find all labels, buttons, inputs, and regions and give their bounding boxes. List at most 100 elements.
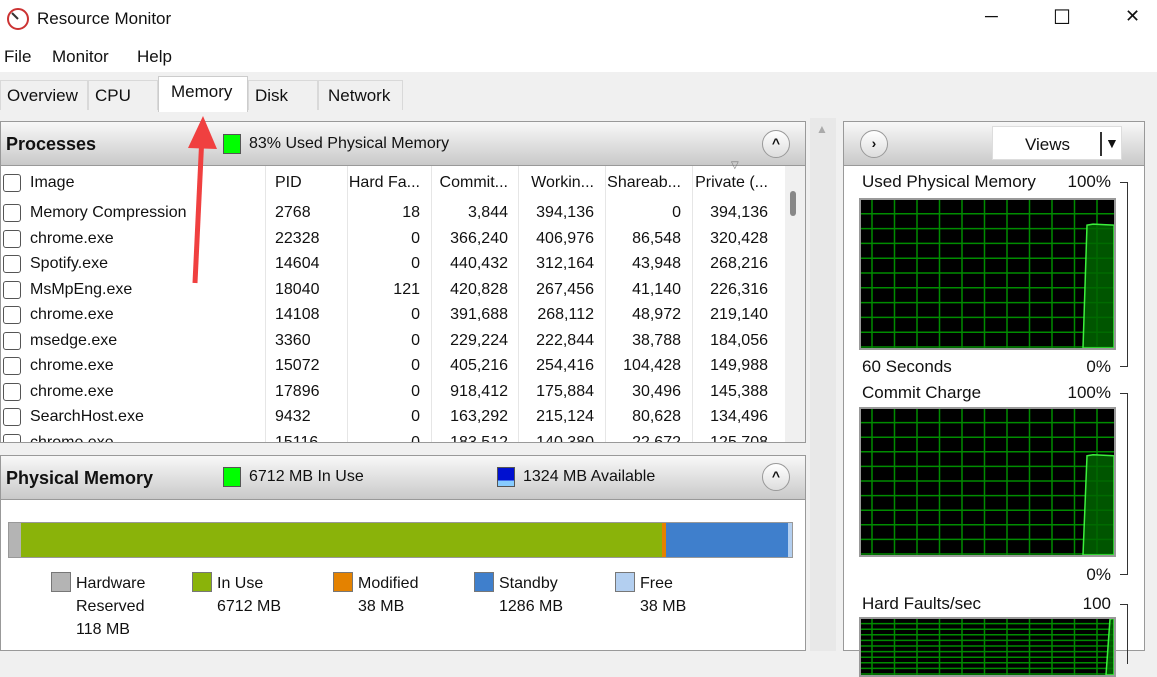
cell: Memory Compression <box>30 204 187 221</box>
tab-disk[interactable]: Disk <box>248 80 318 110</box>
table-row[interactable]: msedge.exe 3360 0 229,224 222,844 38,788 184,0… <box>0 328 785 353</box>
cell: 43,948 <box>632 255 681 272</box>
window-title: Resource Monitor <box>37 9 172 28</box>
collapse-processes-button[interactable]: ^ <box>762 130 790 158</box>
cell: 175,884 <box>536 382 594 400</box>
menu-help[interactable]: Help <box>137 47 172 66</box>
views-dropdown[interactable]: Views ▼ <box>992 126 1122 160</box>
cell: 391,688 <box>450 306 508 323</box>
row-checkbox[interactable] <box>3 255 21 273</box>
cell: 184,056 <box>710 331 768 349</box>
cell: 312,164 <box>536 255 594 272</box>
cell: 394,136 <box>710 204 768 221</box>
graph-canvas <box>861 409 1114 555</box>
cell: 0 <box>411 382 420 400</box>
row-checkbox[interactable] <box>3 357 21 375</box>
cell: 440,432 <box>450 255 508 272</box>
table-row[interactable]: Memory Compression 2768 18 3,844 394,136 0 394… <box>0 200 785 225</box>
minimize-button[interactable]: ─ <box>985 6 998 26</box>
table-row[interactable]: MsMpEng.exe 18040 121 420,828 267,456 41,140 2… <box>0 277 785 302</box>
cell: 406,976 <box>536 229 594 247</box>
row-checkbox[interactable] <box>3 204 21 222</box>
cell: 219,140 <box>710 306 768 323</box>
legend-label: Standby <box>499 575 558 592</box>
cell: 22,672 <box>632 433 681 443</box>
collapse-graphs-button[interactable]: › <box>860 130 888 158</box>
cell: SearchHost.exe <box>30 408 144 425</box>
tab-cpu[interactable]: CPU <box>88 80 158 110</box>
cell: 229,224 <box>450 331 508 349</box>
table-row[interactable]: chrome.exe 15116 0 183,512 140,380 22,672 125,… <box>0 430 785 443</box>
cell: 140,380 <box>536 433 594 443</box>
cell: 145,388 <box>710 382 768 400</box>
table-row[interactable]: chrome.exe 14108 0 391,688 268,112 48,972 219,… <box>0 302 785 327</box>
close-button[interactable]: ✕ <box>1125 6 1141 26</box>
cell: 15072 <box>275 357 320 374</box>
cell: 268,112 <box>537 306 594 323</box>
annotation-arrow-icon <box>188 116 217 284</box>
cell: 420,828 <box>450 280 508 298</box>
graph-min-label: 0% <box>1086 357 1111 376</box>
table-row[interactable]: chrome.exe 17896 0 918,412 175,884 30,496 145,… <box>0 379 785 404</box>
cell: 222,844 <box>536 331 594 349</box>
graph-max-label: 100% <box>1067 172 1111 191</box>
column-separator <box>605 166 606 442</box>
legend-item: In Use 6712 MB <box>192 572 281 618</box>
graph-canvas <box>861 619 1114 675</box>
table-row[interactable]: chrome.exe 22328 0 366,240 406,976 86,548 320,… <box>0 226 785 251</box>
select-all-checkbox[interactable] <box>3 174 21 192</box>
cell: 14108 <box>275 306 320 323</box>
scrollbar-thumb[interactable] <box>790 191 796 216</box>
cell: 0 <box>411 408 420 425</box>
legend-item: Free 38 MB <box>615 572 686 618</box>
physical-memory-title: Physical Memory <box>6 468 154 488</box>
row-checkbox[interactable] <box>3 229 21 248</box>
graphs-header: › Views ▼ <box>844 122 1144 166</box>
column-header-4[interactable]: Workin... <box>531 174 594 191</box>
row-checkbox[interactable] <box>3 280 21 299</box>
tab-network[interactable]: Network <box>318 80 403 110</box>
graph-max-label: 100 <box>1082 594 1111 613</box>
cell: 18040 <box>275 280 320 298</box>
legend-swatch <box>192 572 212 592</box>
table-row[interactable]: Spotify.exe 14604 0 440,432 312,164 43,948 268… <box>0 251 785 276</box>
row-checkbox[interactable] <box>3 382 21 401</box>
menu-monitor[interactable]: Monitor <box>52 47 109 66</box>
in-use-summary: 6712 MB In Use <box>249 468 364 485</box>
row-checkbox[interactable] <box>3 433 21 442</box>
column-header-0[interactable]: Image <box>30 174 75 191</box>
legend-swatch <box>51 572 71 592</box>
column-separator <box>347 166 348 442</box>
menu-file[interactable]: File <box>4 47 32 66</box>
memory-usage-bar <box>8 522 793 558</box>
physical-memory-header[interactable]: Physical Memory 6712 MB In Use 1324 MB A… <box>1 456 805 500</box>
column-separator <box>518 166 519 442</box>
legend-label: Modified <box>358 575 419 592</box>
legend-swatch <box>333 572 353 592</box>
row-checkbox[interactable] <box>3 306 21 324</box>
processes-header[interactable]: Processes 83% Used Physical Memory ^ <box>1 122 805 166</box>
cell: 86,548 <box>632 229 681 247</box>
column-header-3[interactable]: Commit... <box>439 174 508 191</box>
cell: 405,216 <box>450 357 508 374</box>
collapse-physical-memory-button[interactable]: ^ <box>762 463 790 491</box>
legend-label: Free <box>640 575 673 592</box>
process-scrollbar[interactable] <box>785 166 805 442</box>
views-label: Views <box>1025 135 1071 154</box>
legend-value: 1286 MB <box>499 598 564 615</box>
column-header-5[interactable]: Shareab... <box>607 174 681 191</box>
column-header-2[interactable]: Hard Fa... <box>348 174 420 191</box>
tab-overview[interactable]: Overview <box>0 80 88 110</box>
main-scrollbar[interactable]: ▲ <box>810 118 836 651</box>
table-row[interactable]: chrome.exe 15072 0 405,216 254,416 104,428 149… <box>0 353 785 378</box>
tab-memory[interactable]: Memory <box>158 76 248 112</box>
graph-canvas <box>861 200 1114 348</box>
cell: 121 <box>393 280 420 298</box>
column-header-1[interactable]: PID <box>275 174 302 191</box>
row-checkbox[interactable] <box>3 408 21 426</box>
column-header-6[interactable]: Private (... <box>695 174 768 191</box>
table-row[interactable]: SearchHost.exe 9432 0 163,292 215,124 80,628 1… <box>0 404 785 429</box>
maximize-button[interactable]: ☐ <box>1053 7 1071 29</box>
row-checkbox[interactable] <box>3 331 21 350</box>
scroll-up-icon[interactable]: ▲ <box>816 122 828 136</box>
